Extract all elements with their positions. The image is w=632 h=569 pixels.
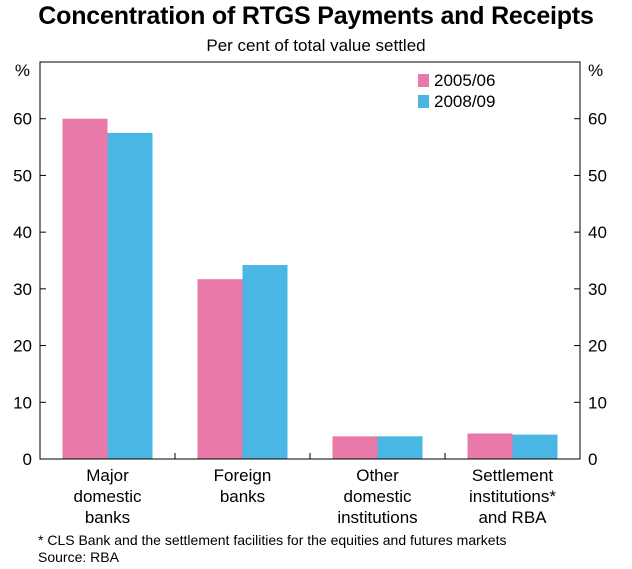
- x-category-label: Settlement institutions* and RBA: [469, 466, 556, 527]
- x-category-label-line: banks: [85, 508, 130, 527]
- y-tick-label-left: 30: [13, 280, 32, 299]
- bar-2005-06: [332, 436, 378, 459]
- footnote: * CLS Bank and the settlement facilities…: [38, 532, 507, 548]
- x-labels-group: Major domestic banks Foreign banks Other domes…: [73, 466, 556, 527]
- y-tick-label-left: 0: [23, 450, 32, 469]
- x-category-label: Major domestic banks: [73, 466, 142, 527]
- y-unit-right: %: [588, 61, 603, 80]
- y-tick-label-right: 40: [588, 223, 607, 242]
- x-category-label: Other domestic institutions: [337, 466, 417, 527]
- y-tick-label-left: 60: [13, 110, 32, 129]
- x-category-label-line: domestic: [343, 487, 412, 506]
- legend-swatch: [418, 74, 429, 87]
- x-category-label-line: Other: [356, 466, 399, 485]
- legend-swatch: [418, 95, 429, 108]
- bar-2005-06: [467, 433, 513, 459]
- x-category-label-line: institutions: [337, 508, 417, 527]
- bar-2008-09: [512, 434, 558, 459]
- x-category-label-line: and RBA: [478, 508, 547, 527]
- bar-2008-09: [242, 265, 288, 459]
- legend-label: 2008/09: [434, 92, 495, 111]
- y-tick-label-left: 10: [13, 393, 32, 412]
- y-tick-label-right: 30: [588, 280, 607, 299]
- bar-2005-06: [62, 118, 108, 459]
- bars-group: [40, 118, 580, 460]
- y-tick-label-right: 60: [588, 110, 607, 129]
- source-note: Source: RBA: [38, 549, 119, 565]
- y-tick-label-right: 10: [588, 393, 607, 412]
- y-tick-label-left: 20: [13, 337, 32, 356]
- y-tick-label-right: 0: [588, 450, 597, 469]
- y-ticks-group: 0 0 10 10 20 20 30 30 40 40 50 50 60 60%%: [13, 61, 607, 469]
- y-tick-label-left: 40: [13, 223, 32, 242]
- x-category-label-line: domestic: [73, 487, 142, 506]
- legend: 2005/06 2008/09: [418, 71, 495, 111]
- x-category-label-line: institutions*: [469, 487, 556, 506]
- y-tick-label-right: 20: [588, 337, 607, 356]
- x-category-label-line: Major: [86, 466, 129, 485]
- y-tick-label-left: 50: [13, 166, 32, 185]
- bar-2008-09: [377, 436, 423, 459]
- x-category-label-line: Foreign: [214, 466, 272, 485]
- legend-label: 2005/06: [434, 71, 495, 90]
- x-category-label-line: banks: [220, 487, 265, 506]
- x-category-label: Foreign banks: [214, 466, 272, 506]
- y-tick-label-right: 50: [588, 166, 607, 185]
- x-category-label-line: Settlement: [472, 466, 554, 485]
- chart-subtitle: Per cent of total value settled: [206, 36, 426, 55]
- chart-title: Concentration of RTGS Payments and Recei…: [38, 2, 594, 30]
- y-unit-left: %: [15, 61, 30, 80]
- bar-2005-06: [197, 279, 243, 459]
- bar-2008-09: [107, 132, 153, 459]
